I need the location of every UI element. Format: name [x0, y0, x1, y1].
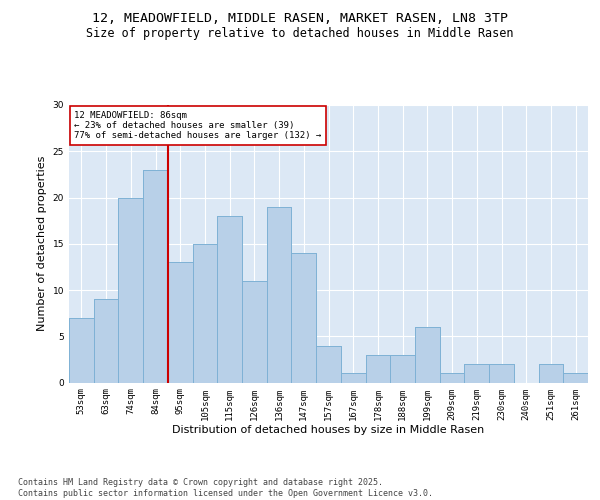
- Bar: [292, 253, 316, 382]
- Bar: [464, 364, 489, 382]
- Bar: [489, 364, 514, 382]
- Bar: [341, 373, 365, 382]
- Y-axis label: Number of detached properties: Number of detached properties: [37, 156, 47, 332]
- Bar: [390, 355, 415, 382]
- Bar: [168, 262, 193, 382]
- Bar: [267, 207, 292, 382]
- Bar: [118, 198, 143, 382]
- Text: 12, MEADOWFIELD, MIDDLE RASEN, MARKET RASEN, LN8 3TP: 12, MEADOWFIELD, MIDDLE RASEN, MARKET RA…: [92, 12, 508, 26]
- Bar: [94, 299, 118, 382]
- Bar: [316, 346, 341, 383]
- Bar: [415, 327, 440, 382]
- Bar: [143, 170, 168, 382]
- Bar: [217, 216, 242, 382]
- Bar: [489, 364, 514, 382]
- Bar: [69, 318, 94, 382]
- Bar: [193, 244, 217, 382]
- Bar: [539, 364, 563, 382]
- Bar: [193, 244, 217, 382]
- Bar: [390, 355, 415, 382]
- Bar: [69, 318, 94, 382]
- Text: Contains HM Land Registry data © Crown copyright and database right 2025.
Contai: Contains HM Land Registry data © Crown c…: [18, 478, 433, 498]
- Bar: [539, 364, 563, 382]
- Bar: [118, 198, 143, 382]
- Bar: [464, 364, 489, 382]
- Bar: [563, 373, 588, 382]
- Bar: [440, 373, 464, 382]
- Bar: [242, 281, 267, 382]
- Bar: [365, 355, 390, 382]
- Bar: [168, 262, 193, 382]
- Bar: [563, 373, 588, 382]
- Bar: [292, 253, 316, 382]
- Bar: [341, 373, 365, 382]
- Text: Size of property relative to detached houses in Middle Rasen: Size of property relative to detached ho…: [86, 28, 514, 40]
- Bar: [143, 170, 168, 382]
- Text: 12 MEADOWFIELD: 86sqm
← 23% of detached houses are smaller (39)
77% of semi-deta: 12 MEADOWFIELD: 86sqm ← 23% of detached …: [74, 110, 322, 140]
- X-axis label: Distribution of detached houses by size in Middle Rasen: Distribution of detached houses by size …: [172, 425, 485, 435]
- Bar: [267, 207, 292, 382]
- Bar: [316, 346, 341, 383]
- Bar: [242, 281, 267, 382]
- Bar: [415, 327, 440, 382]
- Bar: [94, 299, 118, 382]
- Bar: [440, 373, 464, 382]
- Bar: [217, 216, 242, 382]
- Bar: [365, 355, 390, 382]
